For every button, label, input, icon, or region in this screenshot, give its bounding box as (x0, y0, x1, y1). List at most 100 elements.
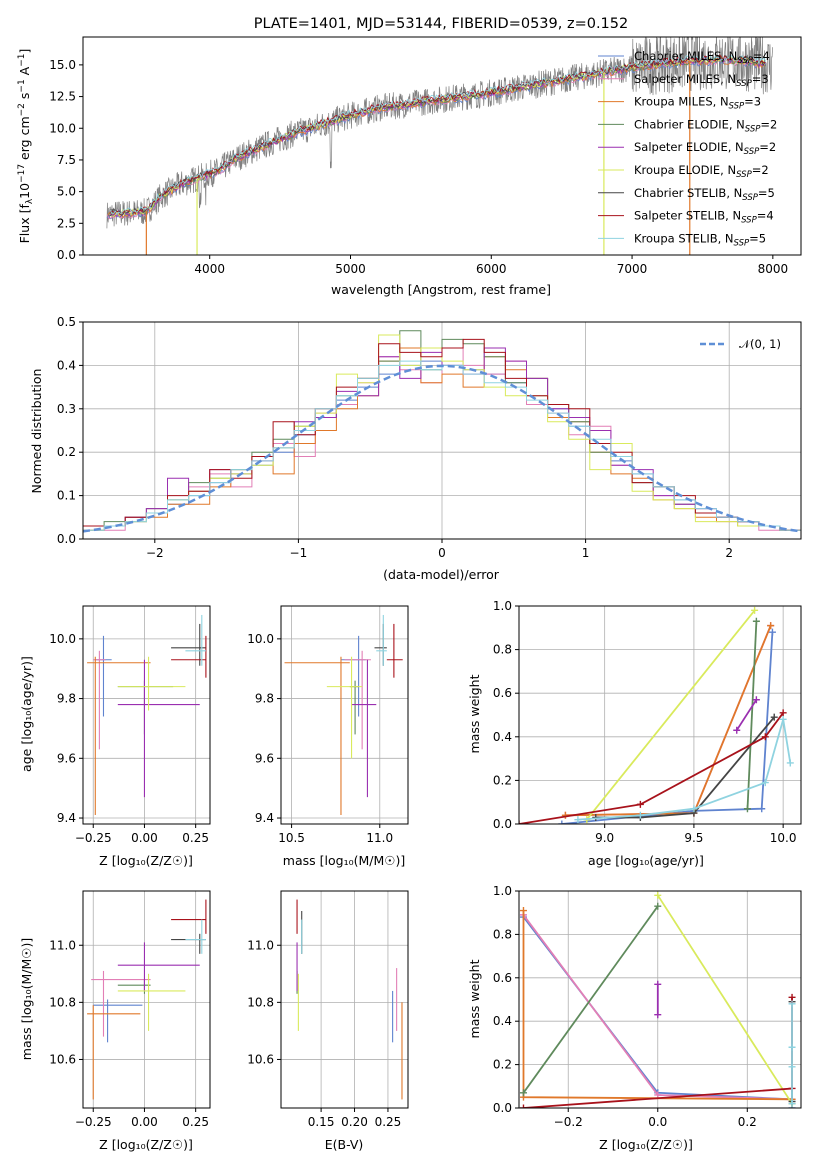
age-vs-mass-panel: 10.5 11.0 9.4 9.6 9.8 10.0 mass [log₁₀(M/M☉)] (247, 605, 409, 868)
massweight_vs_Z-ytick-label-0: 0.0 (493, 1101, 512, 1115)
massweight_vs_age-series-0 (561, 632, 774, 824)
spectrum-legend-count-4: =2 (759, 140, 776, 154)
massweight_vs_Z-ytick-label-5: 1.0 (493, 884, 512, 898)
massweight_vs_age-marker-5-1 (751, 606, 759, 614)
massweight_vs_age-marker-8-3 (761, 779, 769, 787)
massweight_vs_age-series-7 (519, 712, 784, 824)
massweight_vs_Z-xtick-label-0: −0.2 (554, 1115, 583, 1129)
age_vs_mass-ytick-label-0: 9.4 (255, 811, 274, 825)
massweight_vs_age-marker-7-2 (761, 733, 769, 741)
spectrum-ytick-label-2: 5.0 (57, 185, 76, 199)
massweight_vs_Z-marker-8-2 (788, 1043, 796, 1051)
residuals-panel: −2 −1 0 1 2 0.0 0.1 0.2 0.3 0.4 0.5 (data-model)/e… (29, 315, 802, 582)
massweight_vs_age-marker-0-0 (558, 820, 566, 824)
mass_vs_Z-frame (82, 890, 211, 1109)
spectrum-legend-label-5: Kroupa ELODIE, NSSP=2 (634, 163, 769, 180)
spectrum-marks (106, 37, 773, 255)
mass_vs_ebv-ytick-label-0: 10.6 (247, 1052, 274, 1066)
spectrum-ylabel: Flux [fλ10−17 erg cm−2 s−1 A−1] (17, 49, 35, 244)
gaussian-curve (83, 364, 801, 533)
spectrum-legend-count-3: =2 (760, 117, 777, 131)
spectrum-legend-sub-0: SSP (737, 56, 753, 66)
massweight-vs-age-panel: 9.0 9.5 10.0 0.0 0.2 0.4 0.6 0.8 1.0 age [log₁₀(… (467, 599, 802, 868)
age_vs_mass-ytick-label-2: 9.8 (255, 692, 274, 706)
mass-vs-ebv-plot-area: 0.15 0.20 0.25 10.6 10.8 11.0 (247, 890, 409, 1129)
mass_vs_Z-xtick-label-2: 0.25 (182, 1115, 209, 1129)
spectrum-model-7 (109, 54, 766, 216)
age_vs_Z-xtick-label-1: 0.00 (131, 831, 158, 845)
spectrum-legend-label-4: Salpeter ELODIE, NSSP=2 (634, 140, 776, 157)
spectrum-xtick-label-0: 4000 (194, 262, 225, 276)
massweight_vs_Z-marker-8-1 (788, 1063, 796, 1071)
residuals-xtick-label-4: 2 (725, 546, 733, 560)
massweight_vs_age-marker-8-5 (786, 759, 794, 767)
gaussian-legend-label: 𝒩(0, 1) (739, 337, 781, 351)
age-vs-z-plot-area: −0.25 0.00 0.25 9.4 9.6 9.8 10.0 (49, 605, 211, 845)
mass-vs-z-ylabel: mass [log₁₀(M/M☉)] (19, 938, 34, 1060)
massweight_vs_Z-marker-5-0 (654, 891, 662, 899)
residuals-xtick-label-2: 0 (438, 546, 446, 560)
spectrum-ytick-label-6: 15.0 (49, 58, 76, 72)
spectrum-xtick-label-4: 8000 (758, 262, 789, 276)
massweight_vs_age-frame (518, 605, 802, 825)
massweight_vs_Z-marks (519, 891, 796, 1108)
mass-vs-z-panel: −0.25 0.00 0.25 10.6 10.8 11.0 Z [log₁₀(Z/Z☉)… (19, 890, 211, 1152)
residuals-xtick-label-3: 1 (582, 546, 590, 560)
spectrum-legend-sub-6: SSP (742, 193, 758, 203)
massweight_vs_age-ytick-label-2: 0.4 (493, 730, 512, 744)
age_vs_mass-ytick-label-1: 9.6 (255, 751, 274, 765)
massweight_vs_age-marks (519, 606, 794, 824)
mass_vs_Z-ytick-label-1: 10.8 (49, 995, 76, 1009)
mass-vs-ebv-xlabel: E(B-V) (325, 1137, 364, 1152)
mass_vs_Z-marks (87, 899, 207, 1100)
massweight_vs_age-marker-0-3 (768, 628, 776, 636)
massweight_vs_Z-marker-4-0 (654, 1011, 662, 1019)
massweight-vs-age-ylabel: mass weight (467, 674, 482, 753)
residuals-ytick-label-1: 0.1 (57, 489, 76, 503)
massweight_vs_age-marker-8-4 (779, 715, 787, 723)
massweight_vs_age-ytick-label-1: 0.2 (493, 773, 512, 787)
age-vs-z-xlabel: Z [log₁₀(Z/Z☉)] (99, 853, 193, 868)
massweight_vs_age-xtick-label-1: 9.5 (684, 831, 703, 845)
spectrum-model-8 (109, 53, 767, 216)
massweight_vs_Z-xtick-label-2: 0.2 (738, 1115, 757, 1129)
massweight_vs_age-ytick-label-0: 0.0 (493, 817, 512, 831)
residuals-xtick-label-0: −2 (146, 546, 164, 560)
massweight_vs_Z-ytick-label-1: 0.2 (493, 1058, 512, 1072)
age_vs_Z-ytick-label-3: 10.0 (49, 632, 76, 646)
massweight_vs_Z-marker-3-0 (519, 1089, 527, 1097)
spectrum-ytick-label-5: 12.5 (49, 90, 76, 104)
mass_vs_ebv-ytick-label-2: 11.0 (247, 938, 274, 952)
spectrum-legend-label-8: Kroupa STELIB, NSSP=5 (634, 231, 766, 248)
mass_vs_ebv-marks (296, 899, 403, 1100)
massweight_vs_age-series-1 (565, 625, 772, 817)
massweight_vs_Z-marker-3-1 (654, 902, 662, 910)
spectrum-legend-count-0: =4 (753, 49, 770, 63)
mass-vs-z-plot-area: −0.25 0.00 0.25 10.6 10.8 11.0 (49, 890, 211, 1129)
massweight_vs_Z-marker-1-1 (654, 1091, 662, 1099)
massweight_vs_age-marker-8-0 (574, 816, 582, 824)
massweight_vs_age-marker-2-2 (767, 622, 775, 630)
massweight_vs_age-marker-3-0 (743, 805, 751, 813)
age_vs_mass-marks (284, 614, 403, 816)
massweight-vs-z-plot-area: −0.2 0.0 0.2 0.0 0.2 0.4 0.6 0.8 1.0 (493, 884, 802, 1129)
residuals-ytick-label-3: 0.3 (57, 402, 76, 416)
massweight_vs_age-xtick-label-2: 10.0 (770, 831, 797, 845)
age-vs-z-panel: −0.25 0.00 0.25 9.4 9.6 9.8 10.0 Z [log₁₀(Z/Z☉… (19, 605, 211, 868)
residuals-ytick-label-5: 0.5 (57, 315, 76, 329)
spectrum-legend-sub-5: SSP (736, 170, 752, 180)
residuals-ylabel: Normed distribution (29, 369, 44, 494)
massweight-vs-age-xlabel: age [log₁₀(age/yr)] (588, 853, 704, 868)
massweight_vs_Z-marker-7-2 (788, 993, 796, 1001)
massweight_vs_age-ytick-label-5: 1.0 (493, 599, 512, 613)
spectrum-legend-sub-2: SSP (729, 102, 745, 112)
massweight_vs_Z-ytick-label-3: 0.6 (493, 971, 512, 985)
massweight_vs_age-series-8 (577, 719, 792, 821)
spectrum-frame (82, 36, 802, 256)
spectrum-xtick-label-1: 5000 (335, 262, 366, 276)
mass_vs_ebv-xtick-label-2: 0.25 (375, 1115, 402, 1129)
spectrum-legend-count-7: =4 (757, 209, 774, 223)
massweight_vs_age-series-5 (586, 609, 756, 821)
age_vs_mass-frame (280, 605, 409, 825)
spectrum-legend-label-2: Kroupa MILES, NSSP=3 (634, 95, 761, 112)
